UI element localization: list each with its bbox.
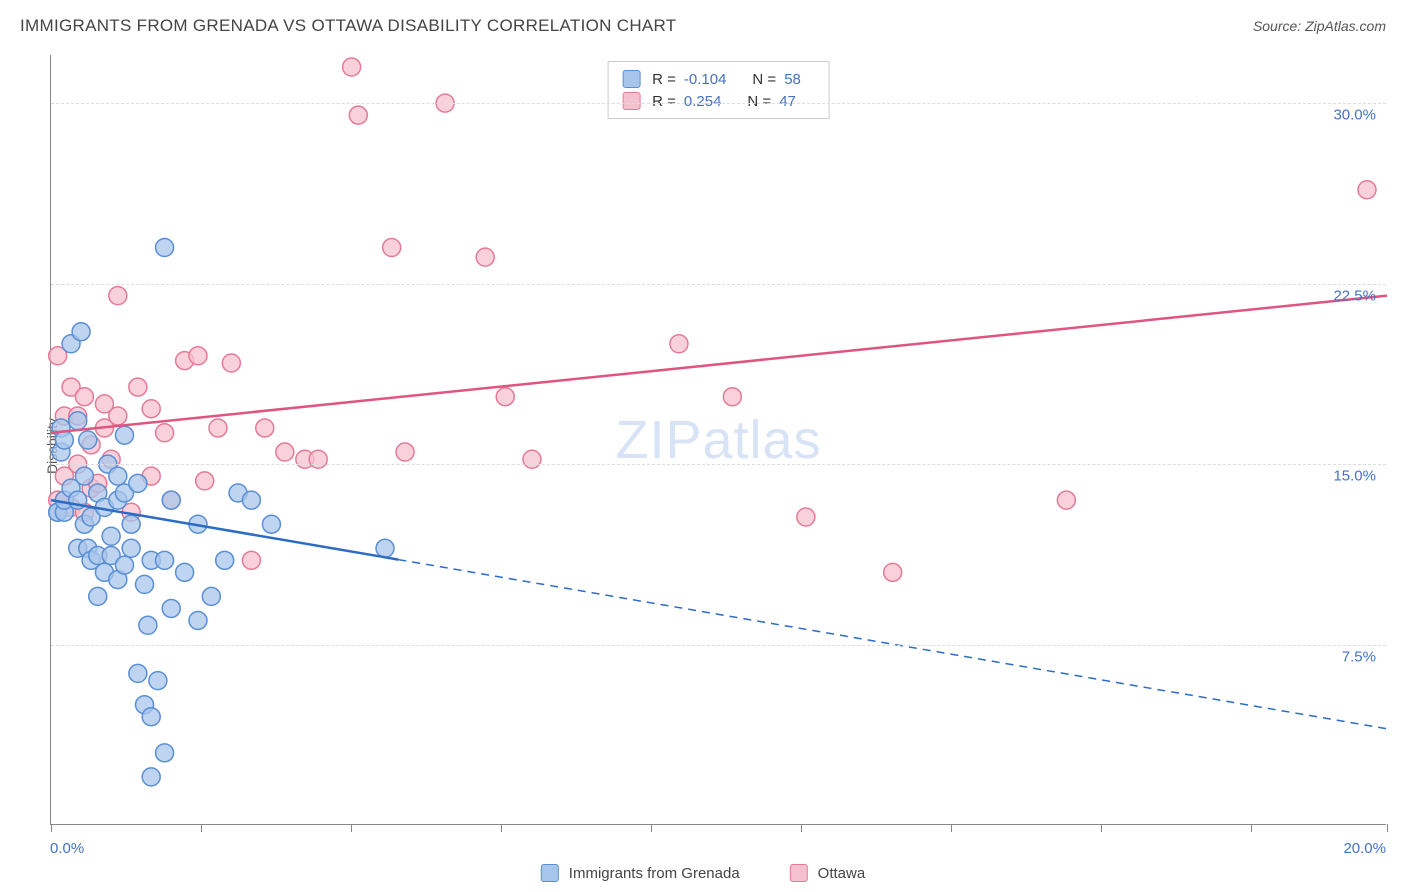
gridline: [51, 284, 1386, 285]
source-text: Source: ZipAtlas.com: [1253, 18, 1386, 34]
r-label-a: R =: [652, 71, 676, 88]
n-value-a: 58: [784, 71, 801, 88]
y-tick-label: 15.0%: [1333, 468, 1376, 485]
x-last-label: 20.0%: [1343, 840, 1386, 857]
chart-title: IMMIGRANTS FROM GRENADA VS OTTAWA DISABI…: [20, 16, 677, 36]
gridline: [51, 103, 1386, 104]
n-label-b: N =: [747, 93, 771, 110]
x-tick: [951, 824, 952, 832]
x-first-label: 0.0%: [50, 840, 84, 857]
r-label-b: R =: [652, 93, 676, 110]
y-tick-label: 7.5%: [1342, 648, 1376, 665]
y-tick-label: 22.5%: [1333, 287, 1376, 304]
gridline: [51, 645, 1386, 646]
x-tick: [501, 824, 502, 832]
x-tick: [1251, 824, 1252, 832]
swatch-a-icon: [622, 70, 640, 88]
x-tick: [351, 824, 352, 832]
chart-area: ZIPatlas R = -0.104 N = 58 R = 0.254 N =…: [50, 55, 1386, 825]
x-tick: [651, 824, 652, 832]
x-tick: [1101, 824, 1102, 832]
stats-legend: R = -0.104 N = 58 R = 0.254 N = 47: [607, 61, 830, 119]
series-legend: Immigrants from Grenada Ottawa: [541, 864, 865, 882]
swatch-a-bottom-icon: [541, 864, 559, 882]
swatch-b-bottom-icon: [790, 864, 808, 882]
r-value-b: 0.254: [684, 93, 722, 110]
plot-svg: [51, 55, 1386, 824]
series-b-label: Ottawa: [818, 865, 866, 882]
x-tick: [201, 824, 202, 832]
n-value-b: 47: [779, 93, 796, 110]
swatch-b-icon: [622, 92, 640, 110]
stats-row-b: R = 0.254 N = 47: [622, 90, 815, 112]
stats-row-a: R = -0.104 N = 58: [622, 68, 815, 90]
gridline: [51, 464, 1386, 465]
series-a-label: Immigrants from Grenada: [569, 865, 740, 882]
y-tick-label: 30.0%: [1333, 107, 1376, 124]
x-tick: [51, 824, 52, 832]
x-tick: [801, 824, 802, 832]
n-label-a: N =: [752, 71, 776, 88]
x-tick: [1387, 824, 1388, 832]
r-value-a: -0.104: [684, 71, 727, 88]
